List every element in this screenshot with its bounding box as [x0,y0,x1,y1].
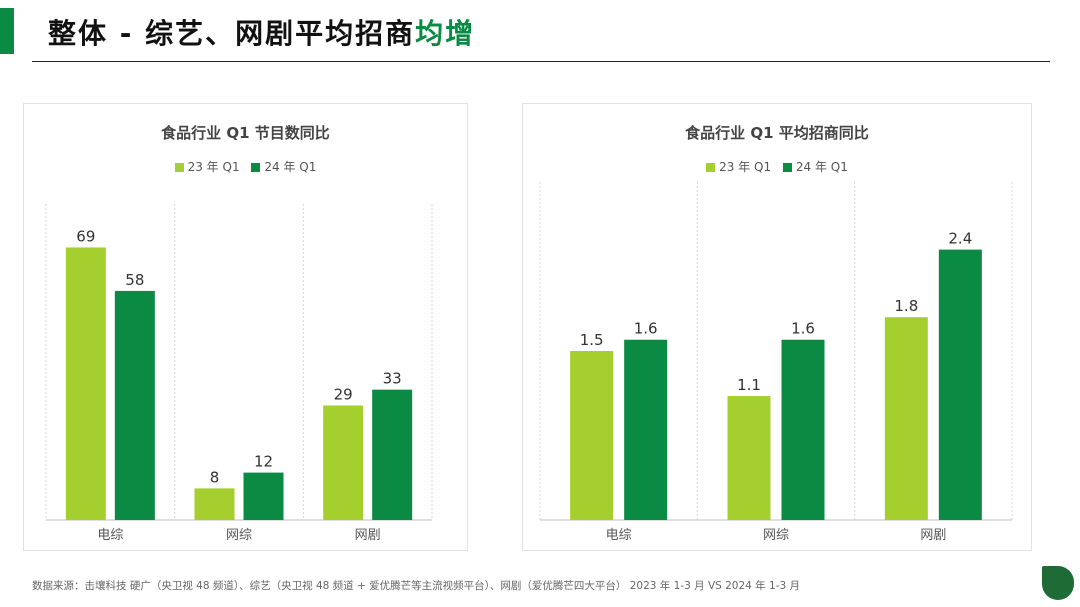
legend-label-24q1: 24 年 Q1 [264,160,317,174]
chart-panel-avg-sponsorship: 食品行业 Q1 平均招商同比 23 年 Q1 24 年 Q1 1.5 1.6 电综 1… [522,103,1032,551]
chart-legend: 23 年 Q1 24 年 Q1 [24,158,467,175]
legend-item-23q1: 23 年 Q1 [706,158,771,175]
brand-leaf-logo [1042,566,1074,600]
data-label-23q1-2: 29 [334,385,353,403]
data-label-24q1-1: 12 [254,453,273,471]
data-label-24q1-2: 2.4 [948,230,972,248]
data-source-footnote: 数据来源：击壤科技 硬广（央卫视 48 频道）、综艺（央卫视 48 频道 + 爱… [32,580,801,592]
title-accent-bar [0,8,14,54]
data-label-23q1-2: 1.8 [894,297,918,315]
bar-24q1-1 [781,339,825,520]
bar-24q1-2 [372,389,413,520]
chart-title: 食品行业 Q1 平均招商同比 [685,124,869,142]
legend-swatch-24q1 [251,163,261,172]
legend-swatch-24q1 [782,163,792,172]
x-tick-label: 网剧 [355,528,381,543]
x-tick-label: 网剧 [920,528,946,543]
legend-item-24q1: 24 年 Q1 [251,158,316,175]
data-label-23q1-1: 8 [210,468,220,486]
legend-label-23q1: 23 年 Q1 [719,160,772,174]
x-tick-label: 网综 [763,528,789,543]
bar-23q1-1 [727,396,771,520]
title-divider [32,61,1050,62]
x-tick-label: 电综 [606,528,632,543]
data-label-23q1-1: 1.1 [737,376,761,394]
data-label-24q1-0: 1.6 [634,320,658,338]
chart-legend: 23 年 Q1 24 年 Q1 [523,158,1031,175]
legend-item-23q1: 23 年 Q1 [174,158,240,175]
chart-title: 食品行业 Q1 节目数同比 [161,124,330,142]
bar-24q1-1 [243,472,284,520]
legend-label-23q1: 23 年 Q1 [187,160,240,174]
bar-chart-program-count: 69 58 电综 8 12 网综 29 33 网剧 [45,204,433,543]
bar-23q1-2 [884,317,928,520]
bar-23q1-0 [65,247,106,520]
data-label-23q1-0: 1.5 [580,331,604,349]
bar-chart-avg-sponsorship: 1.5 1.6 电综 1.1 1.6 网综 1.8 2.4 网剧 [539,182,1013,543]
data-label-24q1-0: 58 [125,271,144,289]
legend-swatch-23q1 [174,163,184,172]
legend-item-24q1: 24 年 Q1 [782,158,848,175]
page-title-highlight: 均增 [415,17,476,50]
bar-23q1-1 [194,488,235,520]
bar-24q1-0 [624,339,668,520]
x-tick-label: 电综 [97,528,123,543]
bar-24q1-2 [938,249,982,520]
data-label-24q1-2: 33 [383,370,402,388]
bar-23q1-0 [570,351,614,520]
page-title: 整体 - 综艺、网剧平均招商均增 [48,12,475,52]
chart-panel-program-count: 食品行业 Q1 节目数同比 23 年 Q1 24 年 Q1 69 58 电综 8 12 网… [23,103,468,551]
data-label-23q1-0: 69 [76,227,95,245]
legend-swatch-23q1 [706,163,716,172]
data-label-24q1-1: 1.6 [791,320,815,338]
page-title-main: 整体 - 综艺、网剧平均招商 [48,17,416,50]
bar-23q1-2 [323,405,364,520]
x-tick-label: 网综 [226,528,252,543]
bar-24q1-0 [114,290,155,520]
legend-label-24q1: 24 年 Q1 [795,160,848,174]
